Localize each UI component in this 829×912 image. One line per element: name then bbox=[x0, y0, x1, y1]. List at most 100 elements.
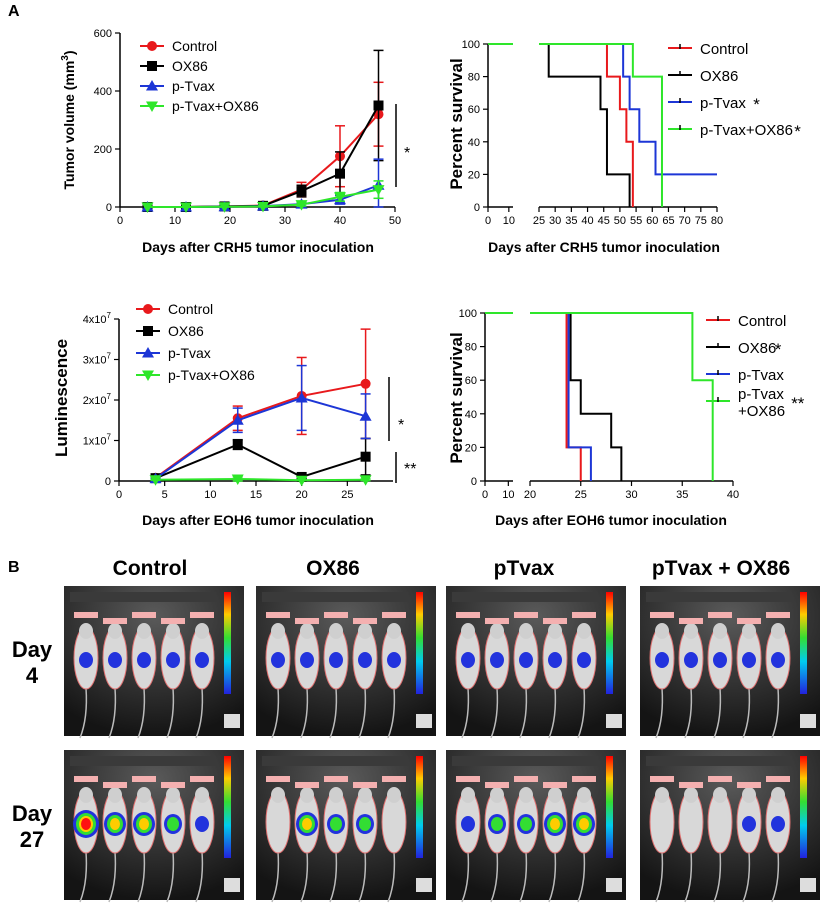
imaging-colorbar bbox=[800, 592, 807, 694]
mouse-id-label bbox=[650, 776, 674, 782]
imaging-chamber-rim bbox=[452, 592, 598, 602]
mouse-tail bbox=[684, 687, 693, 739]
x-tick-label: 15 bbox=[250, 489, 262, 501]
mouse-tail bbox=[577, 851, 586, 903]
mouse-id-label bbox=[103, 782, 127, 788]
luminescence-signal bbox=[271, 652, 285, 668]
data-point-combo bbox=[218, 202, 231, 213]
x-tick-label: 35 bbox=[676, 489, 688, 501]
x-tick-label: 60 bbox=[646, 215, 658, 227]
data-point-ptvax bbox=[359, 410, 372, 421]
mouse-id-label bbox=[295, 618, 319, 624]
imaging-row-label-day: Day bbox=[12, 637, 53, 662]
luminescence-signal bbox=[771, 652, 785, 668]
imaging-info-box bbox=[606, 878, 622, 892]
mouse-head bbox=[548, 623, 562, 639]
imaging-chamber-rim bbox=[262, 756, 408, 766]
mouse-head bbox=[387, 623, 401, 639]
mouse-id-label bbox=[382, 776, 406, 782]
y-tick-label: 40 bbox=[465, 409, 477, 421]
luminescence-signal bbox=[490, 652, 504, 668]
mouse-id-label bbox=[103, 618, 127, 624]
survival-curve-ptvax bbox=[539, 43, 717, 176]
mouse-head bbox=[271, 623, 285, 639]
mouse-id-label bbox=[737, 782, 761, 788]
data-point-ox86 bbox=[335, 168, 345, 179]
x-tick-label: 30 bbox=[625, 489, 637, 501]
mouse-head bbox=[358, 623, 372, 639]
luminescence-signal bbox=[302, 818, 312, 830]
luminescence-signal bbox=[329, 652, 343, 668]
legend-label-combo: p-Tvax+OX86 bbox=[168, 367, 255, 383]
survival-curve-combo bbox=[530, 312, 714, 481]
y-tick-label: 60 bbox=[465, 375, 477, 387]
x-tick-label: 20 bbox=[296, 489, 308, 501]
legend-marker-ox86 bbox=[147, 61, 157, 71]
imaging-info-box bbox=[800, 714, 816, 728]
luminescence-signal bbox=[330, 817, 342, 831]
legend-label-control: Control bbox=[168, 301, 213, 317]
mouse-tail bbox=[166, 687, 175, 739]
mouse-head bbox=[577, 623, 591, 639]
luminescence-signal bbox=[579, 818, 589, 830]
series-line-combo bbox=[155, 477, 366, 482]
data-point-ox86 bbox=[232, 439, 243, 450]
mouse-tail bbox=[461, 687, 470, 739]
y-tick-label: 1x107 bbox=[83, 433, 112, 448]
data-point-combo bbox=[359, 475, 372, 486]
mouse-tail bbox=[655, 851, 664, 903]
luminescence-signal bbox=[110, 818, 120, 830]
imaging-column-title: pTvax + OX86 bbox=[652, 557, 790, 580]
mouse-head bbox=[387, 787, 401, 803]
mouse-head bbox=[519, 623, 533, 639]
mouse-tail bbox=[713, 687, 722, 739]
legend-marker-combo bbox=[146, 101, 158, 112]
eoh6-luminescence-ylabel: Luminescence bbox=[52, 339, 71, 457]
legend-label-ox86: OX86 bbox=[168, 323, 204, 339]
imaging-panel bbox=[256, 750, 436, 903]
survival-curve-ox86 bbox=[539, 43, 631, 207]
imaging-chamber-rim bbox=[646, 756, 792, 766]
mouse-id-label bbox=[382, 612, 406, 618]
x-tick-label: 40 bbox=[727, 489, 739, 501]
mouse-id-label bbox=[485, 618, 509, 624]
survival-curve-control bbox=[539, 43, 634, 207]
y-tick-label: 40 bbox=[468, 137, 480, 149]
crh5-survival-chart: Percent survival Days after CRH5 tumor i… bbox=[447, 39, 801, 255]
mouse-id-label bbox=[456, 612, 480, 618]
eoh6-survival-xlabel: Days after EOH6 tumor inoculation bbox=[495, 512, 727, 528]
mouse-id-label bbox=[266, 776, 290, 782]
mouse-tail bbox=[195, 687, 204, 739]
eoh6-luminescence-chart: Luminescence Days after EOH6 tumor inocu… bbox=[52, 301, 416, 528]
y-tick-label: 60 bbox=[468, 104, 480, 116]
mouse-tail bbox=[108, 687, 117, 739]
data-point-combo bbox=[180, 202, 192, 213]
panel-b-letter: B bbox=[8, 559, 20, 576]
y-tick-label: 200 bbox=[94, 144, 112, 156]
y-tick-label: 4x107 bbox=[83, 311, 112, 326]
legend-label-ptvax: p-Tvax bbox=[172, 78, 215, 94]
mouse-id-label bbox=[650, 612, 674, 618]
mouse-head bbox=[108, 623, 122, 639]
luminescence-signal bbox=[139, 818, 149, 830]
legend-marker-control bbox=[147, 41, 157, 51]
mouse-id-label bbox=[353, 782, 377, 788]
y-tick-label: 0 bbox=[474, 202, 480, 214]
crh5-survival-ylabel: Percent survival bbox=[447, 58, 466, 189]
x-tick-label: 10 bbox=[502, 489, 514, 501]
y-tick-label: 0 bbox=[471, 476, 477, 488]
mouse-head bbox=[742, 623, 756, 639]
mouse-tail bbox=[108, 851, 117, 903]
eoh6-survival-chart: Percent survival Days after EOH6 tumor i… bbox=[447, 308, 805, 528]
mouse-head bbox=[655, 623, 669, 639]
mouse-head bbox=[771, 623, 785, 639]
data-point-combo bbox=[334, 192, 346, 203]
imaging-info-box bbox=[416, 714, 432, 728]
data-point-ox86 bbox=[373, 100, 384, 111]
mouse-head bbox=[577, 787, 591, 803]
mouse-head bbox=[137, 623, 151, 639]
luminescence-signal bbox=[771, 816, 785, 832]
mouse-id-label bbox=[679, 618, 703, 624]
mouse-id-label bbox=[708, 612, 732, 618]
